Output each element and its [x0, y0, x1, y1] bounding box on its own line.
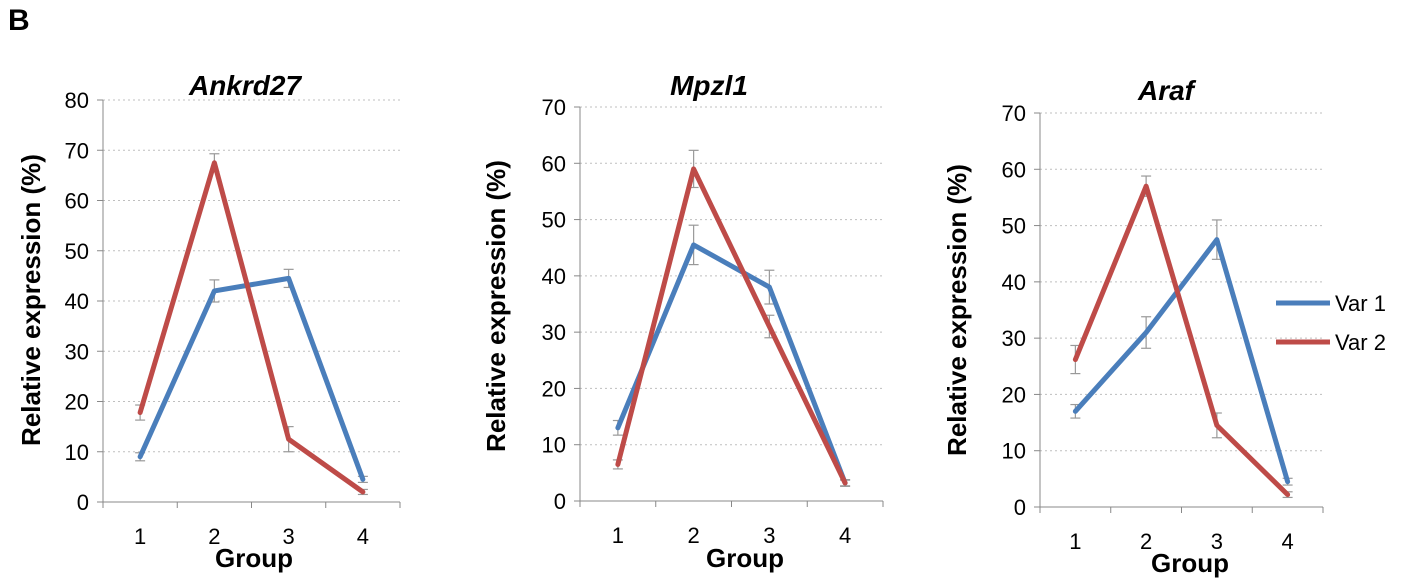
y-tick-label: 70	[542, 95, 566, 120]
y-tick-label: 30	[542, 320, 566, 345]
series-line-var-1	[615, 242, 848, 486]
x-tick-label: 3	[763, 523, 775, 548]
series-line-var-2	[615, 166, 848, 486]
y-tick-label: 30	[65, 339, 89, 364]
y-tick-label: 30	[1002, 326, 1026, 351]
x-tick-label: 4	[839, 523, 851, 548]
series-line-var-1	[137, 275, 366, 482]
series-line-var-2	[1072, 183, 1291, 498]
x-tick-label: 1	[1069, 529, 1081, 554]
y-tick-label: 80	[65, 88, 89, 113]
chart-mpzl1: Mpzl1 Relative expression (%) Group 0 10 2…	[481, 70, 884, 573]
plot-area: 0 10 20 30 40 50 60 70 1 2 3 4	[542, 95, 884, 548]
x-tick-label: 4	[357, 524, 369, 549]
plot-area: 0 10 20 30 40 50 60 70 1 2 3 4	[1002, 101, 1324, 554]
y-tick-label: 0	[554, 489, 566, 514]
y-tick-label: 10	[1002, 439, 1026, 464]
y-axis-title: Relative expression (%)	[16, 154, 46, 446]
x-tick-label: 2	[208, 524, 220, 549]
y-tick-label: 70	[65, 138, 89, 163]
y-tick-label: 70	[1002, 101, 1026, 126]
y-tick-label: 40	[1002, 270, 1026, 295]
y-tick-label: 40	[542, 264, 566, 289]
plot-area: 0 10 20 30 40 50 60 70 80 1 2 3 4	[65, 88, 401, 549]
chart-araf: Araf Relative expression (%) Group 0 10 20…	[942, 75, 1324, 578]
x-tick-label: 4	[1282, 529, 1294, 554]
x-axis-title: Group	[215, 543, 293, 573]
y-tick-label: 60	[542, 151, 566, 176]
x-axis-title: Group	[1151, 548, 1229, 578]
y-tick-label: 10	[65, 440, 89, 465]
x-tick-label: 2	[1140, 529, 1152, 554]
legend: Var 1 Var 2	[1276, 291, 1386, 355]
x-tick-label: 2	[688, 523, 700, 548]
y-axis-title: Relative expression (%)	[942, 164, 972, 456]
y-tick-label: 50	[542, 208, 566, 233]
y-tick-label: 0	[77, 490, 89, 515]
chart-ankrd27: Ankrd27 Relative expression (%) Group 0 1…	[16, 70, 401, 573]
chart-title: Araf	[1137, 75, 1197, 106]
x-tick-label: 3	[1211, 529, 1223, 554]
x-tick-label: 3	[283, 524, 295, 549]
chart-title: Mpzl1	[670, 70, 748, 101]
y-tick-label: 50	[65, 239, 89, 264]
panel-label: B	[8, 4, 30, 37]
y-tick-label: 60	[1002, 157, 1026, 182]
series-line-var-2	[137, 160, 366, 495]
y-axis-title: Relative expression (%)	[481, 160, 511, 452]
y-tick-label: 20	[542, 376, 566, 401]
series-line-var-1	[1072, 237, 1291, 485]
y-tick-label: 0	[1014, 495, 1026, 520]
y-tick-label: 50	[1002, 214, 1026, 239]
x-axis-title: Group	[706, 543, 784, 573]
y-tick-label: 20	[65, 390, 89, 415]
legend-label-var-1: Var 1	[1335, 291, 1386, 316]
x-tick-label: 1	[612, 523, 624, 548]
y-tick-label: 20	[1002, 382, 1026, 407]
x-tick-label: 1	[134, 524, 146, 549]
legend-label-var-2: Var 2	[1335, 330, 1386, 355]
y-tick-label: 10	[542, 433, 566, 458]
y-tick-label: 40	[65, 289, 89, 314]
y-tick-label: 60	[65, 189, 89, 214]
chart-title: Ankrd27	[188, 70, 302, 101]
